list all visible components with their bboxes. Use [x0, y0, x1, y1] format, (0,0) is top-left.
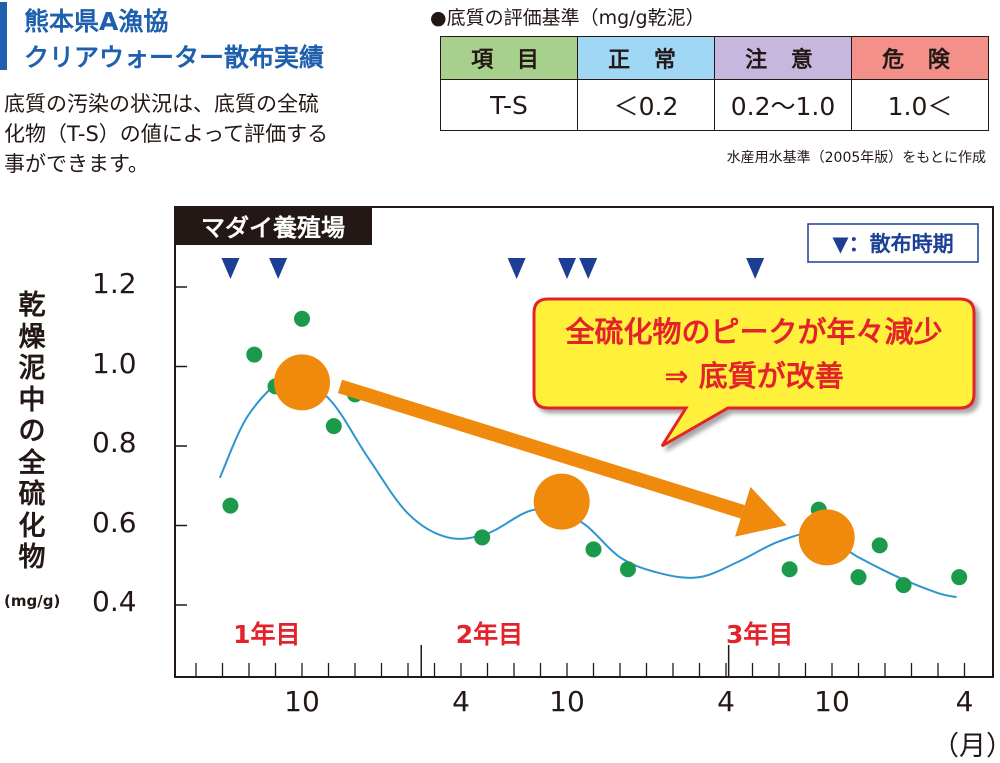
- year-label: 1年目: [233, 620, 300, 649]
- y-axis-label-char: 中: [18, 384, 46, 416]
- criteria-cell-danger: 1.0＜: [851, 79, 989, 131]
- application-marker: [746, 258, 765, 279]
- x-tick-label: 10: [284, 685, 320, 718]
- legend-text: ▼：散布時期: [832, 232, 953, 256]
- x-tick-label: 4: [452, 685, 470, 718]
- measurement-point: [850, 569, 867, 586]
- callout-line-1: 全硫化物のピークが年々減少: [564, 315, 942, 349]
- y-axis-label-char: の: [18, 416, 46, 447]
- x-tick-label: 4: [955, 685, 974, 718]
- measurement-point: [871, 537, 888, 554]
- measurement-point: [246, 346, 263, 363]
- title-line-2: クリアウォーター散布実績: [24, 43, 325, 72]
- measurement-point: [781, 561, 798, 578]
- title-accent-bar: [0, 2, 7, 70]
- measurement-point: [325, 418, 342, 435]
- y-tick-label: 1.0: [92, 346, 137, 380]
- measurement-point: [895, 577, 912, 594]
- arrow-head: [735, 486, 787, 537]
- measurement-point: [474, 529, 491, 546]
- criteria-title: ●底質の評価基準（mg/g乾泥）: [430, 7, 705, 29]
- criteria-cell-item: T-S: [440, 79, 578, 131]
- y-axis-label-char: 硫: [18, 479, 46, 510]
- application-marker: [269, 258, 288, 279]
- criteria-source-note: 水産用水基準（2005年版）をもとに作成: [726, 150, 986, 166]
- criteria-table: 項 目 正 常 注 意 危 険 T-S ＜0.2 0.2〜1.0 1.0＜: [440, 36, 989, 131]
- description-line-2: 化物（T-S）の値によって評価する: [4, 122, 329, 146]
- y-tick-label: 0.4: [92, 585, 137, 618]
- x-axis-unit: （月）: [932, 731, 1000, 762]
- application-marker: [558, 258, 576, 279]
- y-axis-label-char: 乾: [18, 290, 46, 321]
- criteria-header-danger: 危 険: [851, 36, 989, 80]
- measurement-point: [294, 310, 310, 327]
- measurement-point: [222, 497, 239, 514]
- measurement-point: [619, 561, 636, 578]
- measurement-point: [951, 569, 968, 586]
- application-marker: [221, 258, 240, 279]
- callout-line-2: ⇒ 底質が改善: [664, 359, 843, 393]
- criteria-cell-caution: 0.2〜1.0: [714, 79, 852, 131]
- peak-marker: [274, 354, 330, 411]
- callout-bubble: [532, 297, 976, 448]
- y-axis-label-char: 泥: [18, 353, 46, 384]
- y-tick-label: 0.8: [92, 426, 137, 459]
- legend-box: [807, 223, 979, 263]
- chart-title: マダイ養殖場: [201, 214, 345, 242]
- y-axis-unit: (mg/g): [4, 592, 61, 610]
- x-tick-label: 4: [717, 685, 735, 718]
- application-marker: [507, 258, 526, 279]
- criteria-header-caution: 注 意: [714, 36, 852, 80]
- y-axis-label-char: 化: [18, 510, 46, 542]
- y-tick-label: 1.2: [92, 267, 137, 300]
- title-line-1: 熊本県A漁協: [24, 7, 169, 36]
- measurement-point: [585, 541, 602, 558]
- criteria-cell-normal: ＜0.2: [577, 79, 715, 131]
- y-axis-label-char: 物: [18, 542, 46, 573]
- criteria-header-normal: 正 常: [577, 36, 715, 80]
- x-tick-label: 10: [814, 685, 850, 718]
- chart-title-box: [175, 207, 372, 245]
- y-axis-label-char: 全: [18, 447, 46, 479]
- arrow-shaft: [337, 379, 745, 519]
- application-marker: [579, 258, 598, 279]
- description-line-3: 事ができます。: [4, 152, 149, 176]
- x-tick-label: 10: [549, 685, 585, 718]
- year-label: 2年目: [456, 620, 523, 649]
- criteria-header-item: 項 目: [440, 36, 578, 80]
- peak-marker: [533, 473, 590, 530]
- y-tick-label: 0.6: [92, 505, 137, 539]
- plot-frame: [174, 206, 994, 678]
- y-axis-label-char: 燥: [18, 321, 46, 353]
- trend-line: [218, 376, 957, 599]
- description-line-1: 底質の汚染の状況は、底質の全硫: [4, 92, 319, 116]
- peak-marker: [798, 509, 855, 566]
- year-label: 3年目: [726, 620, 793, 649]
